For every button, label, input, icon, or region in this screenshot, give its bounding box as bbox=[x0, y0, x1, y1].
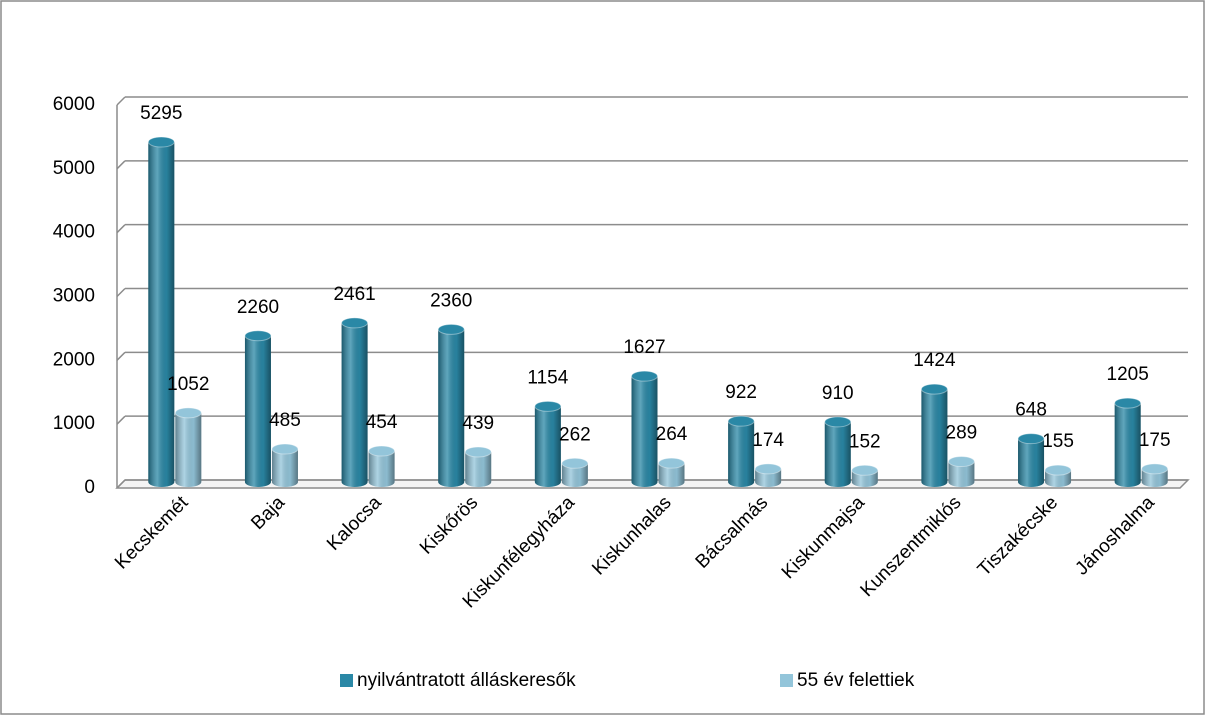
bar-cap bbox=[1141, 463, 1169, 475]
bar-cap bbox=[631, 370, 658, 382]
data-label: 1424 bbox=[913, 350, 956, 371]
bar-shade bbox=[561, 463, 588, 487]
bar-shade bbox=[728, 421, 755, 487]
bar-shade bbox=[175, 412, 202, 487]
y-tick-label: 2000 bbox=[53, 349, 95, 370]
bar-shade bbox=[341, 322, 368, 487]
bar-cap bbox=[464, 446, 492, 458]
bar-cap bbox=[561, 457, 589, 469]
data-label: 648 bbox=[1015, 400, 1047, 421]
data-label: 1205 bbox=[1107, 364, 1149, 385]
bar-cap bbox=[1044, 464, 1072, 476]
bar-shade bbox=[534, 406, 561, 487]
bar-cap bbox=[437, 323, 465, 335]
data-label: 454 bbox=[366, 412, 398, 433]
data-label: 922 bbox=[725, 382, 757, 403]
grid-line-side bbox=[116, 160, 126, 170]
grid-line-side bbox=[116, 287, 126, 298]
bar-shade bbox=[824, 421, 851, 487]
bar-cap bbox=[244, 330, 272, 342]
data-label: 174 bbox=[752, 430, 784, 451]
bar-cap bbox=[727, 415, 755, 427]
bar-cap bbox=[271, 443, 299, 455]
y-tick-label: 1000 bbox=[53, 413, 95, 434]
bar-cap bbox=[147, 136, 175, 148]
legend-label: 55 év felettiek bbox=[797, 670, 915, 691]
bar-shade bbox=[438, 329, 465, 487]
data-label: 5295 bbox=[140, 103, 182, 124]
data-label: 2360 bbox=[430, 290, 472, 311]
legend-swatch bbox=[340, 674, 353, 687]
data-label: 2461 bbox=[333, 284, 375, 305]
data-label: 289 bbox=[946, 423, 978, 444]
bar-cap bbox=[658, 457, 685, 469]
bar-shade bbox=[1141, 468, 1168, 487]
bar-shade bbox=[921, 389, 948, 487]
bar-cap bbox=[754, 463, 782, 475]
bar-cap bbox=[851, 464, 879, 476]
y-tick-label: 3000 bbox=[53, 286, 95, 307]
y-tick-label: 6000 bbox=[53, 94, 95, 115]
y-tick-label: 5000 bbox=[53, 158, 95, 179]
data-label: 485 bbox=[269, 410, 301, 431]
bar-cap bbox=[1114, 397, 1142, 409]
data-label: 152 bbox=[849, 431, 881, 452]
bar-cap bbox=[534, 400, 562, 412]
data-label: 175 bbox=[1139, 430, 1171, 451]
grid-line-side bbox=[116, 96, 126, 106]
bar-cap bbox=[368, 445, 396, 457]
bar-shade bbox=[244, 335, 271, 487]
legend-label: nyilvántratott álláskeresők bbox=[357, 670, 576, 691]
bar-shade bbox=[465, 451, 492, 487]
data-label: 155 bbox=[1042, 431, 1074, 452]
grid-line-side bbox=[116, 479, 126, 489]
y-tick-label: 4000 bbox=[53, 222, 95, 243]
bar-cap bbox=[174, 407, 202, 419]
data-label: 1052 bbox=[167, 374, 209, 395]
data-label: 1154 bbox=[527, 367, 568, 388]
y-tick-label: 0 bbox=[84, 477, 95, 498]
bar-shade bbox=[148, 142, 175, 487]
grid-line-side bbox=[116, 415, 126, 425]
legend-swatch bbox=[780, 674, 793, 687]
bar-shade bbox=[1114, 403, 1141, 487]
bar-shade bbox=[631, 376, 658, 487]
grid-line-side bbox=[116, 224, 126, 234]
bar-shade bbox=[948, 461, 975, 487]
bar-cap bbox=[341, 317, 369, 329]
bar-cap bbox=[947, 456, 975, 468]
bar-shade bbox=[658, 463, 685, 487]
data-label: 262 bbox=[559, 424, 591, 445]
bar-shade bbox=[368, 451, 395, 487]
data-label: 2260 bbox=[237, 297, 279, 318]
bar-cap bbox=[824, 416, 852, 428]
bar-cap bbox=[1017, 433, 1045, 445]
grid-line-side bbox=[116, 351, 126, 361]
data-label: 910 bbox=[822, 383, 854, 404]
data-label: 264 bbox=[656, 424, 688, 445]
data-label: 439 bbox=[462, 413, 494, 434]
bar-shade bbox=[271, 449, 298, 487]
bar-cap bbox=[920, 383, 948, 395]
data-label: 1627 bbox=[623, 337, 665, 358]
bar-shade bbox=[1018, 438, 1045, 487]
bar-shade bbox=[755, 468, 782, 487]
